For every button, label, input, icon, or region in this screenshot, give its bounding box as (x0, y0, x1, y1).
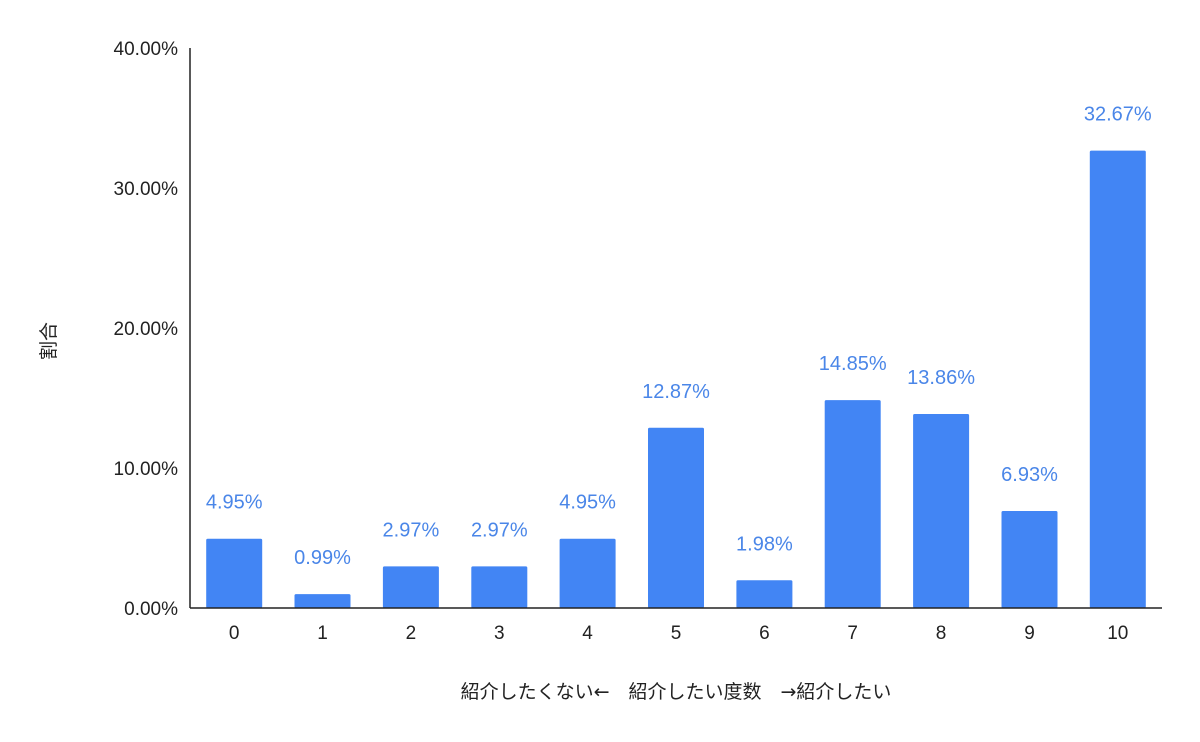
y-tick-label-3: 30.00% (114, 179, 179, 200)
x-tick-label-8: 8 (936, 623, 947, 644)
bar-4 (559, 538, 616, 608)
bar-8 (913, 414, 970, 608)
data-label-9: 6.93% (1001, 464, 1058, 486)
bar-3 (471, 566, 528, 608)
y-tick-label-1: 10.00% (114, 459, 179, 480)
bars-group (206, 150, 1146, 608)
x-axis-title: 紹介したくない← 紹介したい度数 →紹介したい (461, 681, 892, 703)
y-tick-label-0: 0.00% (124, 599, 178, 620)
data-label-8: 13.86% (907, 367, 975, 389)
data-label-1: 0.99% (294, 547, 351, 569)
data-label-10: 32.67% (1084, 104, 1152, 126)
y-tick-label-4: 40.00% (114, 39, 179, 60)
data-label-6: 1.98% (736, 533, 793, 555)
data-label-3: 2.97% (471, 519, 528, 541)
bar-7 (824, 400, 881, 608)
bar-10 (1089, 150, 1146, 608)
bar-1 (294, 594, 351, 608)
x-tick-label-9: 9 (1024, 623, 1035, 644)
x-tick-label-1: 1 (317, 623, 328, 644)
x-tick-label-3: 3 (494, 623, 505, 644)
y-axis-ticks: 0.00% 10.00% 20.00% 30.00% 40.00% (114, 39, 179, 620)
data-label-2: 2.97% (383, 519, 440, 541)
x-tick-label-5: 5 (671, 623, 682, 644)
data-label-4: 4.95% (559, 492, 616, 514)
data-label-0: 4.95% (206, 492, 263, 514)
data-label-7: 14.85% (819, 353, 887, 375)
bar-2 (382, 566, 439, 608)
data-labels-group: 4.95% 0.99% 2.97% 2.97% 4.95% 12.87% 1.98% 14.8… (206, 104, 1152, 569)
x-tick-label-2: 2 (406, 623, 417, 644)
data-label-5: 12.87% (642, 381, 710, 403)
x-tick-label-7: 7 (847, 623, 858, 644)
x-tick-label-10: 10 (1107, 623, 1128, 644)
bar-5 (648, 427, 704, 608)
x-axis-ticks: 0 1 2 3 4 5 6 7 8 9 10 (229, 623, 1128, 644)
bar-6 (736, 580, 793, 608)
x-tick-label-0: 0 (229, 623, 240, 644)
bar-9 (1001, 511, 1058, 608)
y-axis-title: 割合 (38, 322, 60, 360)
x-tick-label-6: 6 (759, 623, 770, 644)
bar-0 (206, 538, 263, 608)
x-tick-label-4: 4 (582, 623, 593, 644)
y-tick-label-2: 20.00% (114, 319, 179, 340)
